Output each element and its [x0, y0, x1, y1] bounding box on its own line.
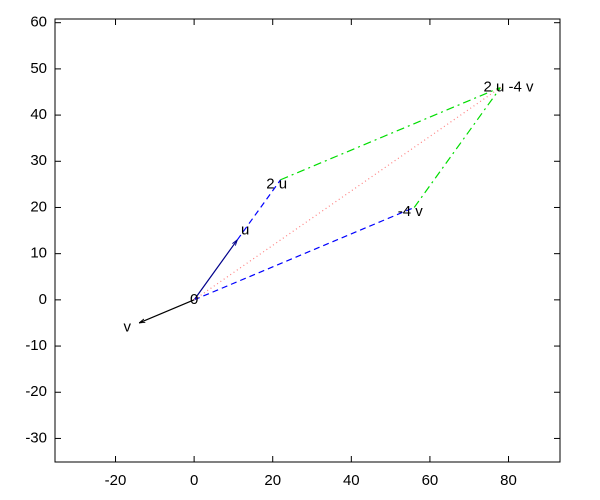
point-label: 2 u -4 v	[484, 78, 535, 95]
y-tick-label: 20	[30, 198, 47, 215]
y-tick-label: 0	[39, 291, 47, 308]
point-label: v	[124, 319, 132, 336]
x-tick-label: -20	[105, 472, 127, 489]
y-tick-label: 10	[30, 245, 47, 262]
point-label: 0	[190, 291, 198, 308]
x-tick-label: 60	[422, 472, 439, 489]
y-tick-label: 40	[30, 106, 47, 123]
vector-line	[193, 86, 501, 301]
vector-line	[139, 299, 195, 323]
point-label: u	[241, 222, 249, 239]
y-tick-label: 60	[30, 14, 47, 31]
vector-line	[413, 87, 502, 208]
y-tick-label: 50	[30, 60, 47, 77]
y-tick-label: -30	[25, 429, 47, 446]
point-label: -4 v	[398, 203, 424, 220]
x-tick-label: 40	[343, 472, 360, 489]
vector-line	[236, 179, 282, 241]
x-tick-label: 20	[264, 472, 281, 489]
y-tick-label: -20	[25, 383, 47, 400]
x-tick-label: 80	[500, 472, 517, 489]
x-tick-label: 0	[190, 472, 198, 489]
plot-frame	[54, 18, 561, 463]
y-tick-label: 30	[30, 152, 47, 169]
y-tick-label: -10	[25, 337, 47, 354]
vector-line	[280, 86, 501, 181]
vector-line	[193, 240, 237, 301]
point-label: 2 u	[266, 175, 287, 192]
